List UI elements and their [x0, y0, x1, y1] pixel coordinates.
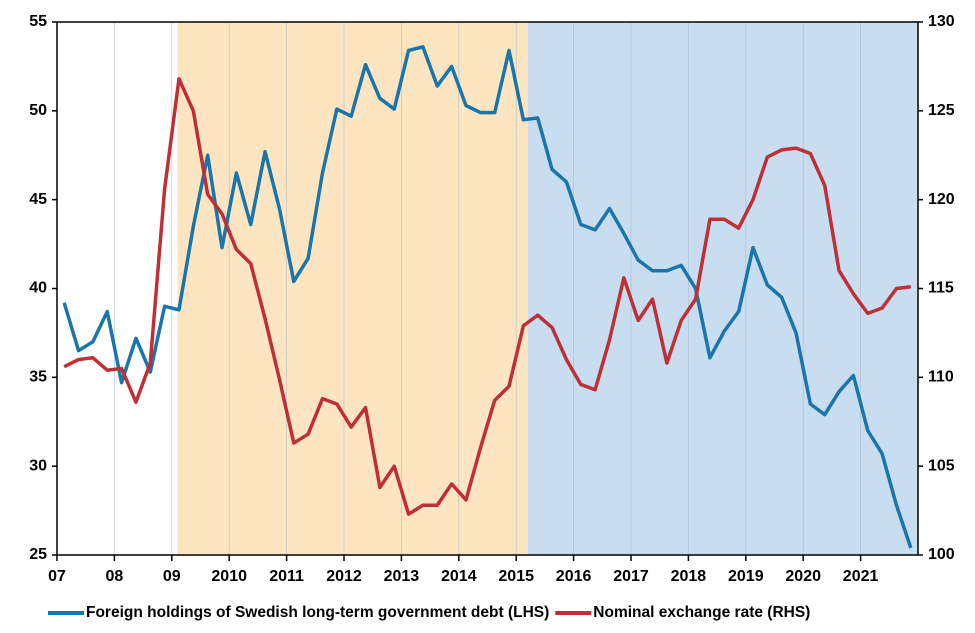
legend: Foreign holdings of Swedish long-term go… [48, 604, 810, 621]
line-series [63, 77, 912, 516]
x-tick-label: 07 [48, 568, 66, 585]
y2-tick-label: 120 [928, 191, 955, 208]
shaded-region [177, 22, 528, 555]
x-tick-label: 2021 [843, 568, 879, 585]
line-series [62, 45, 913, 549]
y-tick-label: 50 [29, 102, 47, 119]
y2-tick-label: 110 [928, 369, 954, 386]
y2-tick-label: 130 [928, 13, 955, 30]
y-tick-label: 30 [29, 457, 47, 474]
legend-label: Foreign holdings of Swedish long-term go… [86, 604, 549, 621]
shaded-region [527, 22, 918, 555]
x-tick-label: 2020 [785, 568, 821, 585]
y2-tick-label: 115 [928, 280, 954, 297]
y2-tick-label: 100 [928, 546, 955, 563]
y2-tick-label: 125 [928, 102, 955, 119]
x-tick-label: 2016 [556, 568, 592, 585]
x-tick-label: 09 [163, 568, 181, 585]
x-tick-label: 2010 [211, 568, 247, 585]
x-tick-label: 2014 [441, 568, 477, 585]
x-tick-label: 2018 [671, 568, 707, 585]
y-tick-label: 45 [29, 191, 47, 208]
y2-tick-label: 105 [928, 457, 955, 474]
y-tick-label: 25 [29, 546, 47, 563]
x-tick-label: 2017 [613, 568, 649, 585]
x-tick-label: 2011 [269, 568, 304, 585]
x-tick-label: 2015 [498, 568, 534, 585]
y-tick-label: 40 [29, 280, 47, 297]
legend-label: Nominal exchange rate (RHS) [593, 604, 810, 621]
x-tick-label: 2013 [384, 568, 420, 585]
x-tick-label: 08 [106, 568, 124, 585]
y-tick-label: 35 [29, 369, 47, 386]
x-tick-label: 2019 [728, 568, 764, 585]
x-tick-label: 2012 [326, 568, 362, 585]
y-tick-label: 55 [29, 13, 47, 30]
plot-frame [56, 21, 919, 556]
